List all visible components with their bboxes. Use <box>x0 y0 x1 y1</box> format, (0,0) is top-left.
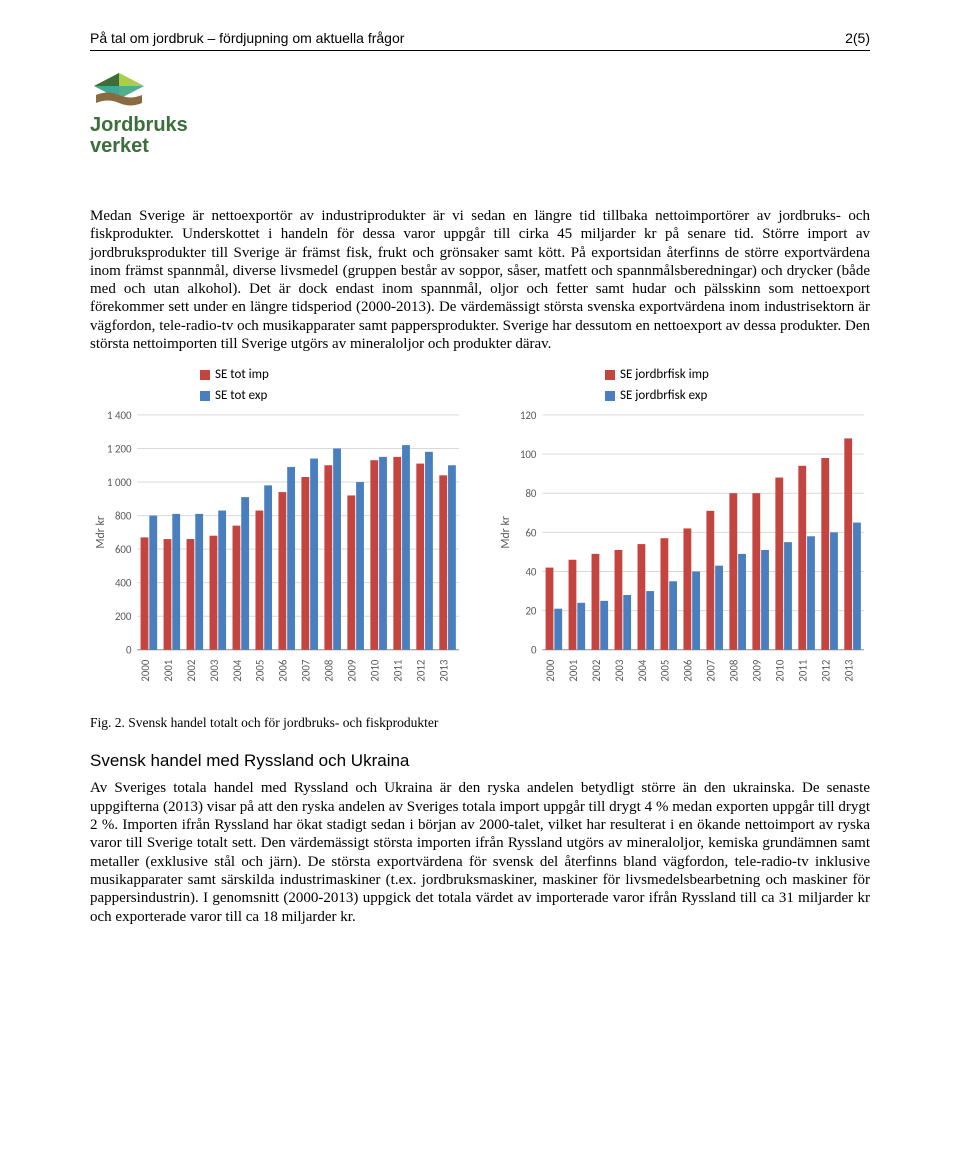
svg-text:Mdr kr: Mdr kr <box>94 516 108 549</box>
svg-text:40: 40 <box>525 566 536 579</box>
svg-text:0: 0 <box>126 644 132 657</box>
svg-text:2003: 2003 <box>208 660 221 682</box>
svg-text:Mdr kr: Mdr kr <box>499 516 513 549</box>
svg-text:2004: 2004 <box>231 660 244 682</box>
chart-agri-fish-trade: 0 20 40 60 80 100 120 Mdr kr 2000 2001 2002 2003 200… <box>495 409 870 705</box>
svg-text:2000: 2000 <box>139 660 152 682</box>
svg-text:2010: 2010 <box>774 660 787 682</box>
svg-text:2008: 2008 <box>728 660 741 682</box>
page-header: På tal om jordbruk – fördjupning om aktu… <box>90 30 870 46</box>
legend-item-imp: SE tot imp <box>200 367 465 382</box>
logo: Jordbruks verket <box>90 69 870 157</box>
legend-item-jimp: SE jordbrfisk imp <box>605 367 870 382</box>
jordbruksverket-logo-icon <box>90 69 148 113</box>
swatch-jimp <box>605 370 615 380</box>
svg-text:2009: 2009 <box>751 660 764 682</box>
legend-label-imp: SE tot imp <box>215 367 269 382</box>
svg-text:2004: 2004 <box>636 660 649 682</box>
svg-text:2010: 2010 <box>369 660 382 682</box>
chart-total-trade: 0 200 400 600 800 1 000 1 200 1 400 Mdr kr 2000 20… <box>90 409 465 705</box>
svg-text:400: 400 <box>115 577 132 590</box>
swatch-imp <box>200 370 210 380</box>
svg-text:600: 600 <box>115 543 132 556</box>
legend-label-exp: SE tot exp <box>215 388 267 403</box>
svg-text:800: 800 <box>115 510 132 523</box>
charts-row: SE tot imp SE tot exp 02004006008001 000… <box>90 367 870 705</box>
svg-text:2006: 2006 <box>682 660 695 682</box>
svg-text:0: 0 <box>531 644 537 657</box>
swatch-jexp <box>605 391 615 401</box>
chart-left-wrap: SE tot imp SE tot exp 0 200 400 600 800 1 000… <box>90 367 465 705</box>
legend-item-exp: SE tot exp <box>200 388 465 403</box>
svg-text:2012: 2012 <box>820 660 833 682</box>
chart-left-legend: SE tot imp SE tot exp <box>200 367 465 403</box>
svg-text:2012: 2012 <box>415 660 428 682</box>
svg-text:120: 120 <box>520 409 537 422</box>
svg-text:2007: 2007 <box>300 660 313 682</box>
svg-text:60: 60 <box>525 527 536 540</box>
chart-right-wrap: SE jordbrfisk imp SE jordbrfisk exp 0 20 4… <box>495 367 870 705</box>
logo-text-1: Jordbruks <box>90 115 188 136</box>
svg-text:2002: 2002 <box>185 660 198 682</box>
legend-item-jexp: SE jordbrfisk exp <box>605 388 870 403</box>
svg-text:2003: 2003 <box>613 660 626 682</box>
svg-text:2008: 2008 <box>323 660 336 682</box>
svg-text:2001: 2001 <box>162 660 175 682</box>
svg-text:2001: 2001 <box>567 660 580 682</box>
legend-label-jexp: SE jordbrfisk exp <box>620 388 707 403</box>
paragraph-2: Av Sveriges totala handel med Ryssland o… <box>90 779 870 925</box>
svg-text:1 200: 1 200 <box>107 443 132 456</box>
svg-text:2013: 2013 <box>843 660 856 682</box>
section-title: Svensk handel med Ryssland och Ukraina <box>90 751 870 771</box>
svg-text:1 400: 1 400 <box>107 409 132 422</box>
header-page: 2(5) <box>845 30 870 46</box>
paragraph-1: Medan Sverige är nettoexportör av indust… <box>90 207 870 353</box>
svg-text:20: 20 <box>525 605 536 618</box>
legend-label-jimp: SE jordbrfisk imp <box>620 367 709 382</box>
svg-text:200: 200 <box>115 611 132 624</box>
logo-text-2: verket <box>90 136 149 157</box>
svg-text:1 000: 1 000 <box>107 476 132 489</box>
svg-text:80: 80 <box>525 488 536 501</box>
svg-text:2005: 2005 <box>659 660 672 682</box>
svg-text:2006: 2006 <box>277 660 290 682</box>
svg-text:2007: 2007 <box>705 660 718 682</box>
figure-caption: Fig. 2. Svensk handel totalt och för jor… <box>90 715 870 731</box>
header-rule <box>90 50 870 51</box>
svg-text:100: 100 <box>520 448 537 461</box>
svg-text:2011: 2011 <box>797 660 810 682</box>
svg-text:2002: 2002 <box>590 660 603 682</box>
svg-text:2009: 2009 <box>346 660 359 682</box>
svg-text:2013: 2013 <box>438 660 451 682</box>
swatch-exp <box>200 391 210 401</box>
chart-right-legend: SE jordbrfisk imp SE jordbrfisk exp <box>605 367 870 403</box>
header-left: På tal om jordbruk – fördjupning om aktu… <box>90 30 404 46</box>
svg-text:2011: 2011 <box>392 660 405 682</box>
svg-text:2000: 2000 <box>544 660 557 682</box>
svg-text:2005: 2005 <box>254 660 267 682</box>
